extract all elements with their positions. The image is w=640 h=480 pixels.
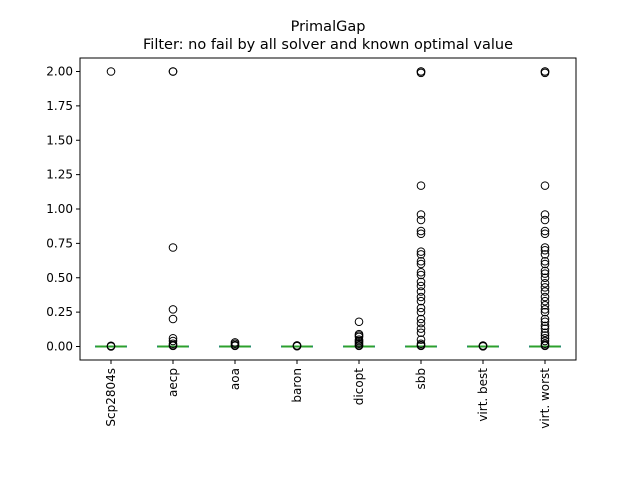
outlier-point [416, 250, 426, 259]
outlier-point [106, 67, 116, 76]
outlier-point [540, 317, 550, 327]
outlier-point [540, 181, 550, 190]
outlier-point [540, 328, 550, 338]
outlier-point [168, 333, 178, 343]
outlier-point [540, 210, 550, 219]
y-tick-label: 1.50 [46, 133, 73, 147]
outlier-point [540, 283, 550, 292]
outlier-point [416, 256, 426, 266]
outlier-point [416, 210, 426, 219]
outlier-point [540, 292, 550, 302]
outlier-point [354, 335, 364, 344]
outlier-point [540, 266, 550, 276]
outlier-point [540, 229, 550, 239]
outlier-point [416, 277, 426, 287]
outlier-point [230, 338, 240, 347]
outlier-point [416, 259, 426, 269]
outlier-point [168, 67, 178, 76]
x-tick-label: aecp [166, 368, 180, 397]
y-tick-label: 2.00 [46, 65, 73, 79]
axes-frame [79, 57, 577, 361]
outlier-point [540, 278, 550, 288]
outlier-point [354, 317, 364, 327]
y-tick-label: 0.00 [46, 340, 73, 354]
outlier-point [540, 273, 550, 283]
outlier-point [416, 318, 426, 328]
outlier-point [540, 305, 550, 314]
outlier-point [168, 243, 178, 252]
outlier-point [540, 245, 550, 255]
outlier-point [540, 259, 550, 269]
outlier-point [416, 226, 426, 236]
x-tick-label: virt. best [476, 368, 490, 422]
outlier-point [416, 67, 426, 76]
x-tick-label: baron [290, 368, 304, 403]
outlier-point [416, 267, 426, 277]
outlier-point [540, 215, 550, 225]
outlier-point [168, 339, 178, 349]
outlier-point [540, 336, 550, 346]
x-tick-label: aoa [228, 368, 242, 390]
outlier-point [540, 256, 550, 266]
outlier-point [540, 226, 550, 236]
outlier-point [540, 300, 550, 310]
plot-area: 0.00 0.25 0.50 0.75 1.00 1.25 1.50 1.75 2.00 Scp2… [46, 65, 561, 429]
chart-title: PrimalGap [291, 19, 366, 35]
outlier-point [540, 339, 550, 349]
outlier-point [540, 307, 550, 317]
outlier-point [416, 303, 426, 313]
outlier-point [416, 270, 426, 280]
outlier-point [168, 336, 178, 346]
outlier-point [478, 341, 488, 350]
outlier-point [168, 314, 178, 324]
outlier-point [416, 328, 426, 338]
x-tick-label: Scp2804s [104, 368, 118, 427]
y-tick-label: 1.25 [46, 168, 73, 182]
outlier-point [416, 314, 426, 324]
outlier-point [416, 296, 426, 306]
outlier-point [540, 324, 550, 333]
outlier-point [540, 333, 550, 343]
outlier-point [540, 287, 550, 296]
y-tick-label: 0.25 [46, 305, 73, 319]
outlier-point [416, 335, 426, 344]
outlier-point [416, 324, 426, 333]
outlier-point [416, 229, 426, 239]
outlier-point [416, 292, 426, 302]
outlier-point [540, 314, 550, 324]
outlier-point [416, 181, 426, 190]
outlier-point [540, 331, 550, 340]
outlier-point [540, 67, 550, 76]
outlier-point [106, 341, 116, 351]
outlier-point [416, 339, 426, 349]
y-tick-label: 0.50 [46, 271, 73, 285]
y-tick-label: 1.75 [46, 99, 73, 113]
chart-subtitle: Filter: no fail by all solver and known … [143, 37, 513, 53]
outlier-point [540, 321, 550, 331]
outlier-point [540, 243, 550, 252]
outlier-point [540, 269, 550, 278]
x-tick-label: dicopt [352, 368, 366, 406]
x-tick-label: sbb [414, 368, 428, 390]
outlier-point [416, 287, 426, 296]
outlier-point [540, 250, 550, 259]
y-tick-label: 1.00 [46, 202, 73, 216]
x-tick-label: virt. worst [538, 368, 552, 429]
outlier-point [292, 341, 302, 350]
outlier-point [168, 305, 178, 314]
outlier-point [540, 296, 550, 306]
outlier-point [416, 247, 426, 256]
outlier-point [416, 307, 426, 317]
outlier-point [416, 281, 426, 291]
y-tick-label: 0.75 [46, 236, 73, 250]
outlier-point [354, 329, 364, 339]
outlier-point [416, 215, 426, 225]
